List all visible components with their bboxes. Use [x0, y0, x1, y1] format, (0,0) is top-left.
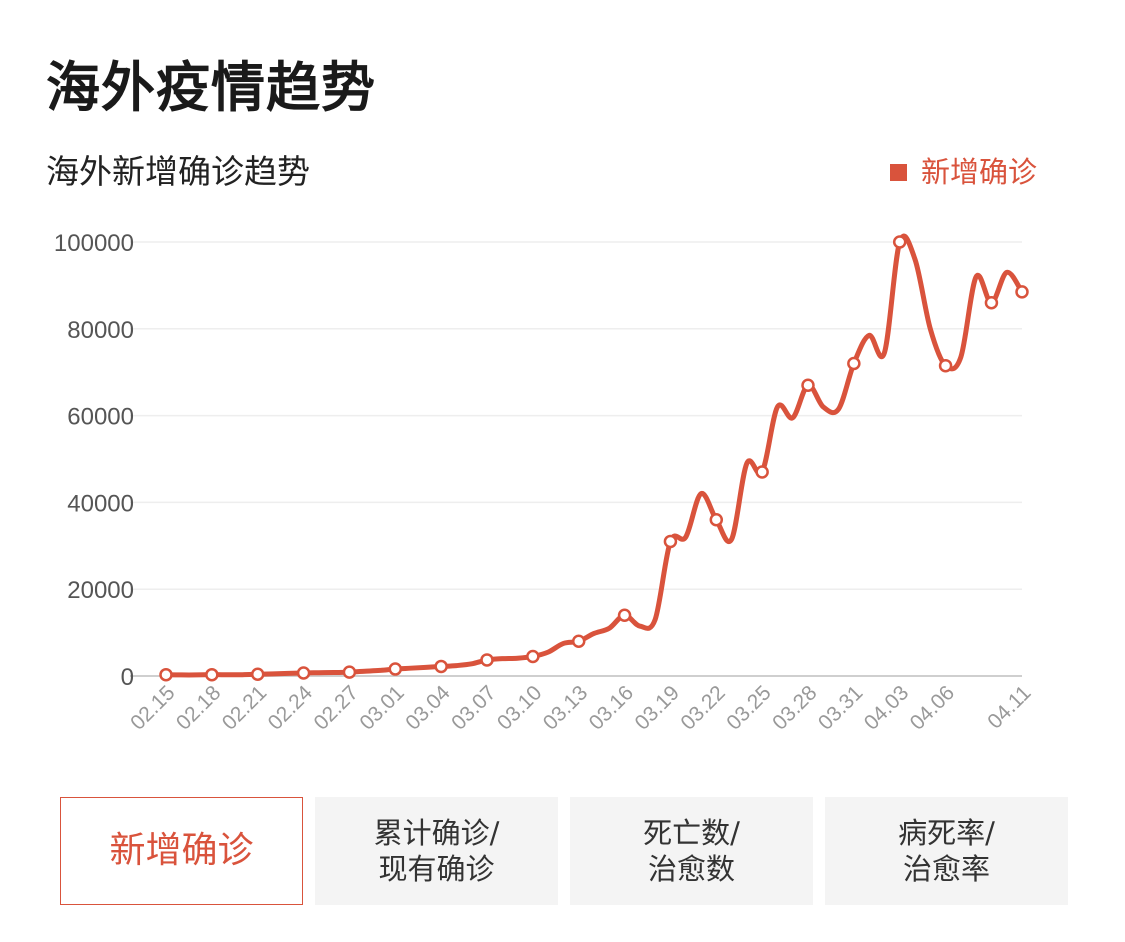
- data-point[interactable]: [1015, 285, 1029, 299]
- data-point[interactable]: [755, 465, 769, 479]
- tab-label-line2: 治愈数: [647, 852, 735, 886]
- x-tick-label: 03.28: [768, 681, 821, 734]
- data-point[interactable]: [709, 513, 724, 527]
- series-line-new-confirmed: [163, 233, 1025, 678]
- tab-new-confirmed[interactable]: 新增确诊: [60, 797, 303, 905]
- data-point[interactable]: [847, 356, 861, 371]
- data-point[interactable]: [663, 534, 678, 549]
- legend-label: 新增确诊: [920, 155, 1037, 189]
- data-point[interactable]: [617, 608, 632, 622]
- x-tick-label: 03.22: [676, 681, 729, 734]
- tab-label-line1: 病死率/: [898, 816, 995, 850]
- data-point[interactable]: [526, 649, 540, 664]
- data-point[interactable]: [984, 296, 999, 310]
- page-title: 海外疫情趋势: [46, 56, 376, 119]
- x-tick-label: 02.18: [172, 681, 225, 734]
- data-point[interactable]: [388, 662, 403, 676]
- tab-fatality-recovery-rate[interactable]: 病死率/ 治愈率: [825, 797, 1068, 905]
- tab-label-line1: 死亡数/: [643, 816, 740, 850]
- x-tick-label: 03.01: [355, 681, 408, 734]
- tab-label-line2: 治愈率: [902, 852, 990, 886]
- x-tick-label: 04.06: [906, 681, 959, 734]
- tab-cumulative-current-confirmed[interactable]: 累计确诊/ 现有确诊: [315, 797, 558, 905]
- legend-swatch: [889, 163, 907, 181]
- y-tick-label: 20000: [67, 577, 134, 604]
- tab-label: 新增确诊: [109, 830, 254, 871]
- x-tick-label: 04.03: [860, 681, 913, 734]
- x-tick-label: 02.15: [126, 681, 179, 734]
- data-point[interactable]: [296, 666, 311, 680]
- data-point[interactable]: [434, 659, 448, 674]
- x-tick-label: 02.27: [310, 681, 363, 734]
- x-tick-label: 03.25: [722, 681, 775, 734]
- x-tick-label: 03.10: [493, 681, 546, 734]
- legend[interactable]: 新增确诊: [889, 152, 1037, 192]
- data-point[interactable]: [571, 634, 586, 649]
- chart-title: 海外新增确诊趋势: [46, 152, 310, 191]
- data-point[interactable]: [892, 235, 907, 249]
- x-tick-label: 04.11: [983, 681, 1035, 733]
- metric-tabs: 新增确诊 累计确诊/ 现有确诊 死亡数/ 治愈数 病死率/ 治愈率: [60, 797, 1068, 905]
- x-tick-label: 03.04: [401, 681, 455, 735]
- data-point[interactable]: [938, 358, 953, 373]
- x-tick-label: 02.21: [218, 681, 271, 734]
- y-tick-label: 0: [121, 664, 134, 691]
- data-point[interactable]: [480, 653, 494, 667]
- tab-deaths-recovered[interactable]: 死亡数/ 治愈数: [570, 797, 813, 905]
- x-tick-label: 02.24: [264, 681, 318, 735]
- data-point[interactable]: [250, 667, 265, 682]
- x-tick-label: 03.16: [585, 681, 638, 734]
- data-point[interactable]: [205, 667, 219, 682]
- x-tick-label: 03.31: [814, 681, 867, 734]
- data-point[interactable]: [159, 667, 173, 682]
- data-point[interactable]: [342, 665, 357, 679]
- x-tick-label: 03.19: [631, 681, 684, 734]
- tab-label-line1: 累计确诊/: [373, 816, 500, 850]
- data-point[interactable]: [801, 378, 815, 392]
- y-tick-label: 60000: [67, 404, 134, 431]
- y-tick-label: 100000: [54, 230, 134, 257]
- line-chart: 02000040000600008000010000002.1502.1802.…: [54, 230, 1036, 735]
- y-tick-label: 40000: [67, 490, 134, 517]
- tab-label-line2: 现有确诊: [378, 852, 495, 886]
- x-tick-label: 03.13: [539, 681, 592, 734]
- x-tick-label: 03.07: [447, 681, 500, 734]
- y-tick-label: 80000: [67, 317, 134, 344]
